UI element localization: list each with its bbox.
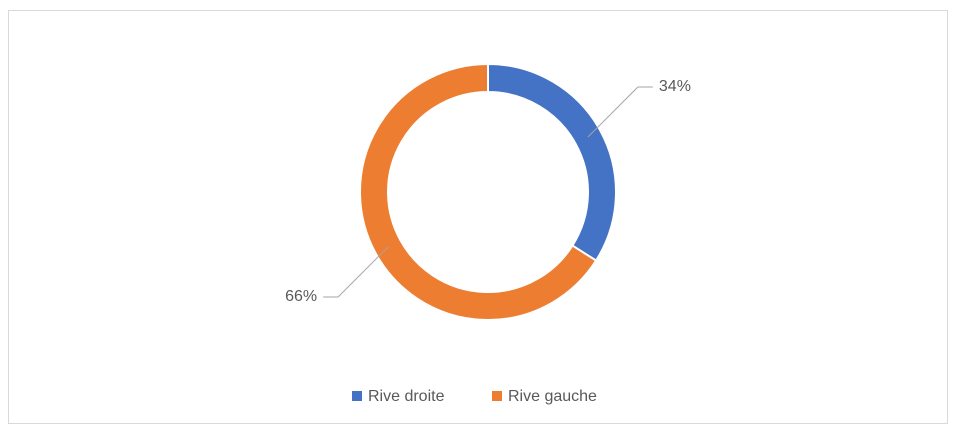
- data-label: 34%: [659, 78, 691, 95]
- data-label: 66%: [285, 288, 317, 305]
- leader-line: [587, 86, 653, 138]
- legend-swatch: [352, 391, 362, 401]
- legend-swatch: [492, 391, 502, 401]
- donut-slice: [359, 62, 598, 321]
- legend-label: Rive gauche: [508, 388, 597, 405]
- legend-label: Rive droite: [368, 388, 445, 405]
- leader-line: [323, 246, 389, 298]
